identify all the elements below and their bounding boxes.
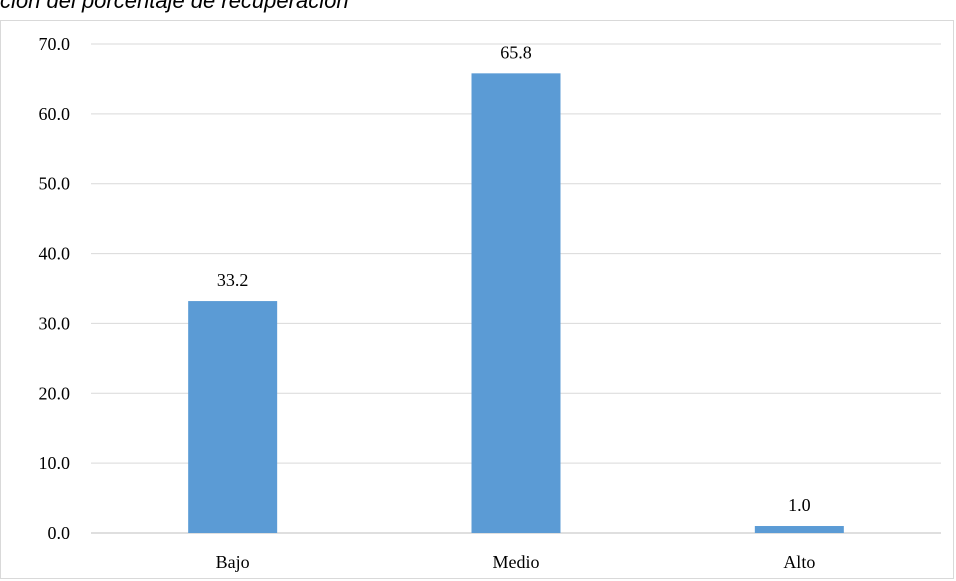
y-tick-label: 10.0	[39, 453, 71, 473]
bar-alto	[754, 526, 844, 533]
y-tick-label: 30.0	[39, 313, 71, 333]
chart-frame	[0, 20, 954, 579]
y-tick-label: 60.0	[39, 104, 71, 124]
x-tick-label: Medio	[493, 552, 540, 572]
y-tick-label: 0.0	[48, 523, 71, 543]
data-label: 33.2	[217, 270, 249, 290]
y-tick-label: 70.0	[39, 34, 71, 54]
x-tick-label: Alto	[783, 552, 815, 572]
x-tick-label: Bajo	[216, 552, 250, 572]
data-label: 65.8	[500, 42, 532, 62]
bar-bajo	[188, 301, 278, 533]
data-label: 1.0	[788, 495, 811, 515]
y-tick-label: 50.0	[39, 174, 71, 194]
figure-caption: ción del porcentaje de recuperación	[0, 0, 349, 13]
bar-medio	[471, 73, 561, 533]
y-tick-label: 40.0	[39, 244, 71, 264]
y-tick-label: 20.0	[39, 383, 71, 403]
